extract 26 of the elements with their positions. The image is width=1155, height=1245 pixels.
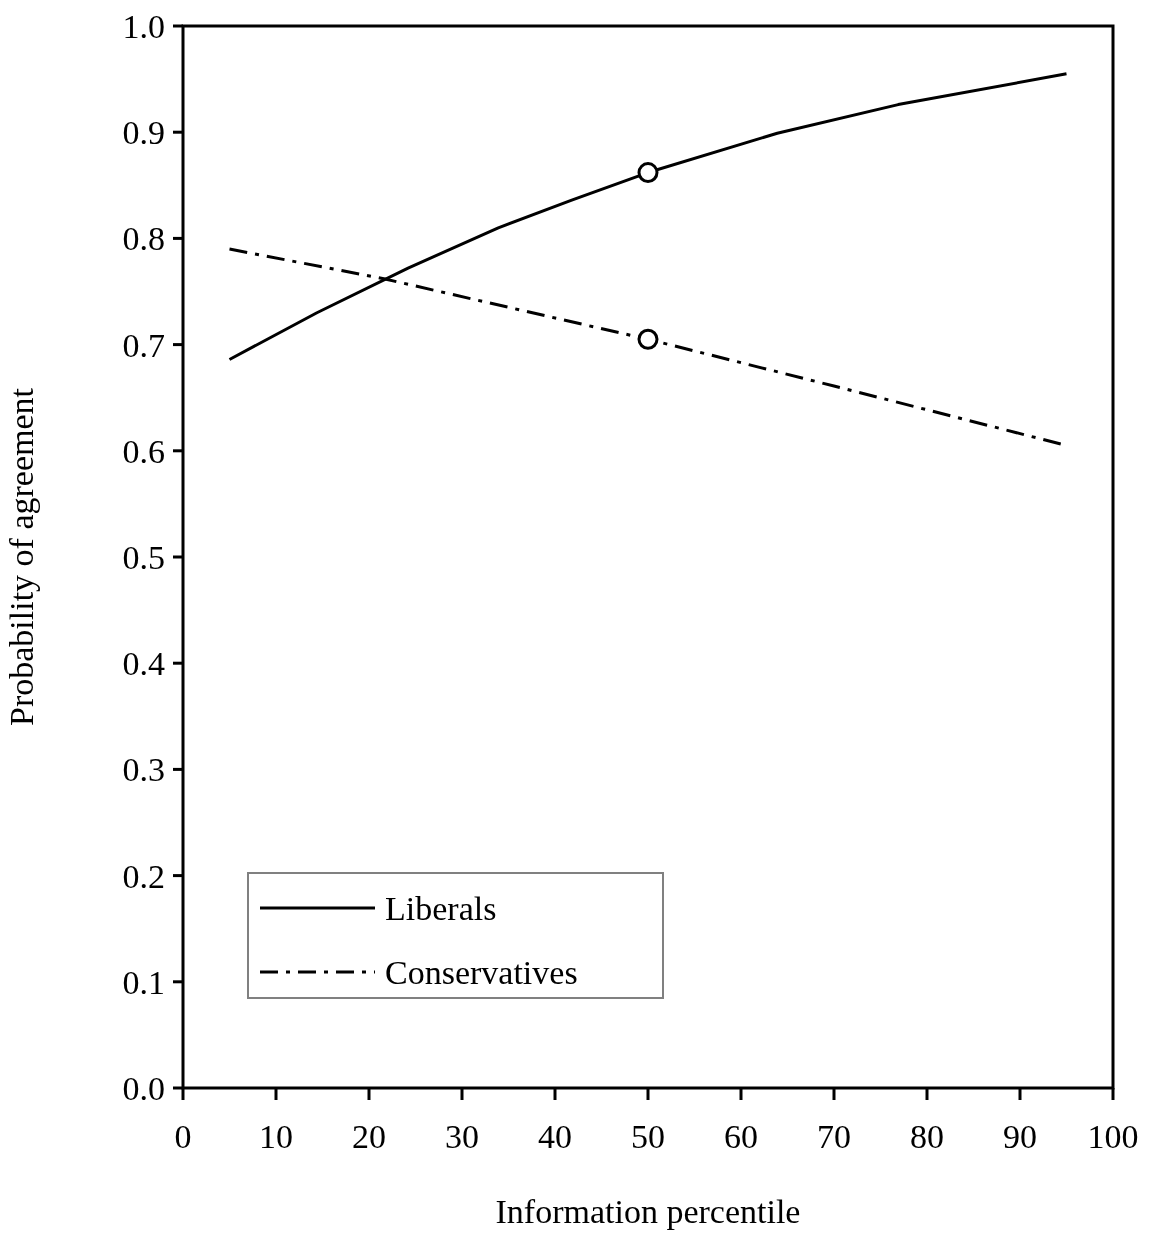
y-tick-label: 0.6 [122, 432, 165, 470]
x-tick-label: 70 [817, 1118, 851, 1155]
x-tick-label: 80 [910, 1118, 944, 1155]
y-tick-label: 0.1 [122, 963, 165, 1001]
y-tick-label: 0.0 [122, 1070, 165, 1107]
y-tick-label: 0.9 [122, 114, 165, 152]
legend-label: Conservatives [385, 954, 578, 991]
x-axis-title: Information percentile [495, 1193, 801, 1230]
x-tick-label: 0 [174, 1118, 192, 1155]
y-tick-label: 0.4 [122, 645, 165, 683]
x-tick-label: 100 [1087, 1118, 1139, 1155]
x-tick-label: 90 [1003, 1118, 1037, 1155]
x-tick-label: 50 [631, 1118, 665, 1155]
x-tick-label: 40 [538, 1118, 572, 1155]
y-tick-label: 0.5 [122, 539, 165, 576]
y-axis-title: Probability of agreement [3, 387, 40, 727]
y-tick-label: 1.0 [122, 8, 165, 45]
y-tick-label: 0.8 [122, 220, 165, 258]
x-tick-label: 10 [259, 1118, 293, 1155]
x-tick-label: 20 [352, 1118, 386, 1155]
y-tick-label: 0.3 [122, 751, 165, 789]
y-tick-label: 0.2 [122, 857, 165, 895]
legend-label: Liberals [385, 890, 497, 927]
y-tick-label: 0.7 [122, 326, 165, 364]
x-tick-label: 60 [724, 1118, 758, 1155]
x-tick-label: 30 [445, 1118, 479, 1155]
